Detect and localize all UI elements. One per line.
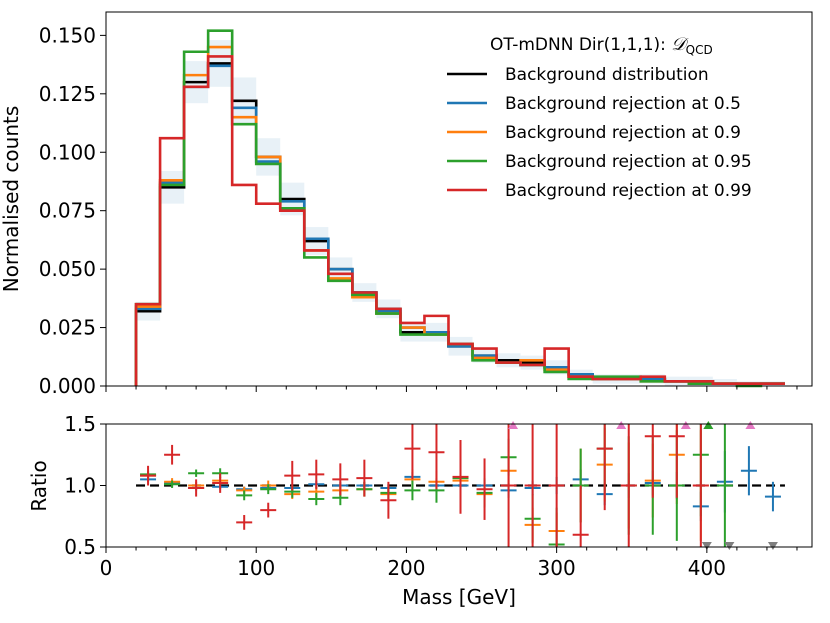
histogram-y-ticks: 0.000 0.025 0.050 0.075 0.100 0.125 0.150 bbox=[39, 23, 106, 398]
legend-title: OT-mDNN Dir(1,1,1): 𝒟QCD bbox=[490, 34, 713, 57]
legend-entry-label: Background distribution bbox=[505, 65, 709, 85]
legend-entry-label: Background rejection at 0.99 bbox=[505, 181, 752, 201]
histogram-y-tick-label: 0.150 bbox=[39, 23, 96, 47]
x-tick-label: 100 bbox=[237, 556, 275, 580]
overflow-up-marker bbox=[703, 421, 714, 429]
ratio-y-tick-label: 1.0 bbox=[64, 474, 96, 498]
legend-entry-label: Background rejection at 0.5 bbox=[505, 94, 741, 114]
overflow-up-marker bbox=[508, 421, 519, 429]
ratio-x-ticks: 0 100 200 300 400 bbox=[100, 547, 798, 580]
overflow-down-marker bbox=[724, 542, 735, 550]
ratio-overflow-markers bbox=[508, 421, 778, 550]
x-tick-label: 400 bbox=[688, 556, 726, 580]
histogram-y-tick-label: 0.025 bbox=[39, 316, 96, 340]
histogram-series-4 bbox=[134, 55, 785, 386]
x-tick-label: 300 bbox=[538, 556, 576, 580]
ratio-series-3 bbox=[140, 424, 709, 547]
legend: OT-mDNN Dir(1,1,1): 𝒟QCD Background dist… bbox=[447, 34, 752, 201]
overflow-up-marker bbox=[616, 421, 627, 429]
histogram-y-tick-label: 0.075 bbox=[39, 199, 96, 223]
legend-title-subscript: QCD bbox=[686, 43, 713, 57]
x-axis-label: Mass [GeV] bbox=[402, 585, 516, 609]
overflow-down-marker bbox=[767, 542, 778, 550]
x-tick-label: 200 bbox=[387, 556, 425, 580]
ratio-y-tick-label: 0.5 bbox=[64, 535, 96, 559]
ratio-series-group bbox=[140, 424, 781, 547]
histogram-axes-frame bbox=[105, 11, 813, 387]
histogram-y-axis-label: Normalised counts bbox=[0, 106, 23, 293]
ratio-panel: 0.5 1.0 1.5 0 100 200 300 400 Ratio Mass [GeV] bbox=[27, 412, 813, 609]
legend-entry-label: Background rejection at 0.9 bbox=[505, 123, 741, 143]
histogram-y-tick-label: 0.125 bbox=[39, 82, 96, 106]
overflow-up-marker bbox=[745, 421, 756, 429]
histogram-y-tick-label: 0.100 bbox=[39, 140, 96, 164]
ratio-y-tick-label: 1.5 bbox=[64, 412, 96, 436]
legend-entry-label: Background rejection at 0.95 bbox=[505, 152, 752, 172]
x-tick-label: 0 bbox=[100, 556, 113, 580]
ratio-y-axis-label: Ratio bbox=[27, 460, 51, 511]
histogram-series-group bbox=[134, 29, 785, 388]
ratio-y-ticks: 0.5 1.0 1.5 bbox=[64, 412, 106, 559]
histogram-x-ticks bbox=[105, 386, 798, 392]
overflow-down-marker bbox=[701, 542, 712, 550]
histogram-y-tick-label: 0.000 bbox=[39, 374, 96, 398]
histogram-y-tick-label: 0.050 bbox=[39, 257, 96, 281]
overflow-up-marker bbox=[680, 421, 691, 429]
legend-title-prefix: OT-mDNN Dir(1,1,1): bbox=[490, 35, 671, 55]
histogram-panel: 0.000 0.025 0.050 0.075 0.100 0.125 0.150 Norm… bbox=[0, 11, 813, 398]
legend-title-math: 𝒟 bbox=[671, 34, 689, 55]
legend-entries: Background distribution Background reject… bbox=[447, 65, 752, 201]
